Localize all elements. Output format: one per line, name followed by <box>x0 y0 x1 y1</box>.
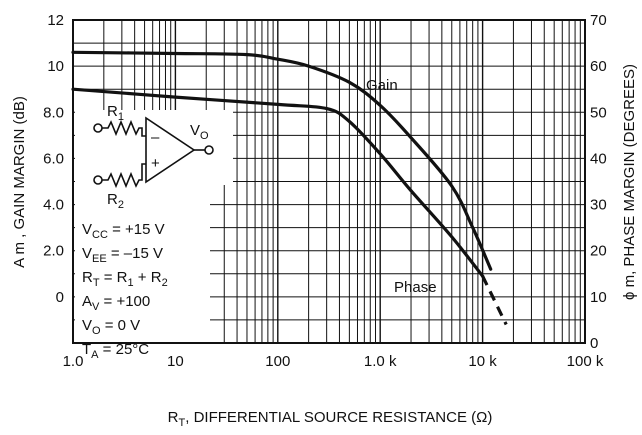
y-right-tick-label: 60 <box>590 58 607 75</box>
op-amp-circuit: R1 R2 VO – + <box>93 103 214 211</box>
gain-label: Gain <box>366 77 398 94</box>
minus-input-label: – <box>151 129 160 146</box>
circuit-inset-background <box>75 110 233 185</box>
x-tick-label: 10 <box>167 353 184 370</box>
x-tick-label: 10 k <box>468 353 497 370</box>
condition-av: AV = +100 <box>82 293 150 313</box>
y-right-tick-label: 30 <box>590 197 607 214</box>
y-axis-right-title: ϕ m, PHASE MARGIN (DEGREES) <box>621 64 638 300</box>
y-right-tick-label: 10 <box>590 289 607 306</box>
condition-ta: TA = 25°C <box>82 341 149 361</box>
condition-vo: VO = 0 V <box>82 317 140 337</box>
phase-label: Phase <box>394 279 437 296</box>
test-conditions: VCC = +15 V VEE = –15 V RT = R1 + R2 AV … <box>82 221 168 361</box>
y-left-tick-label: 12 <box>47 12 64 29</box>
x-tick-label: 100 <box>265 353 290 370</box>
ticks: 1.0 10 100 1.0 k 10 k 100 k12108.06.04.02.007… <box>43 12 607 370</box>
y-right-tick-label: 40 <box>590 150 607 167</box>
phase-curve <box>71 87 485 278</box>
y-right-tick-label: 50 <box>590 104 607 121</box>
y-left-tick-label: 8.0 <box>43 104 64 121</box>
op-amp-triangle <box>145 116 196 184</box>
y-right-tick-label: 0 <box>590 335 598 352</box>
phase-curve-extension <box>481 275 508 326</box>
plus-input-label: + <box>151 155 160 172</box>
y-left-tick-label: 4.0 <box>43 197 64 214</box>
curves <box>71 50 508 326</box>
x-tick-label: 1.0 <box>63 353 84 370</box>
y-right-tick-label: 20 <box>590 243 607 260</box>
conditions-inset-background <box>75 185 210 342</box>
r2-label: R2 <box>107 191 124 211</box>
output-terminal <box>204 145 214 155</box>
y-left-tick-label: 6.0 <box>43 150 64 167</box>
vo-label: VO <box>190 122 209 142</box>
y-left-tick-label: 2.0 <box>43 243 64 260</box>
plot-frame <box>72 19 586 344</box>
gain-curve <box>71 50 493 271</box>
x-tick-label: 1.0 k <box>364 353 397 370</box>
r1-label: R1 <box>107 103 124 123</box>
grid <box>72 19 585 344</box>
condition-vee: VEE = –15 V <box>82 245 163 265</box>
condition-rt: RT = R1 + R2 <box>82 269 168 289</box>
resistor-r1 <box>102 119 146 137</box>
condition-vcc: VCC = +15 V <box>82 221 165 241</box>
resistor-r2 <box>102 163 146 189</box>
y-right-tick-label: 70 <box>590 12 607 29</box>
x-axis-title: RT, DIFFERENTIAL SOURCE RESISTANCE (Ω) <box>168 409 493 429</box>
x-tick-label: 100 k <box>567 353 604 370</box>
y-axis-left-title: A m , GAIN MARGIN (dB) <box>11 96 28 268</box>
y-left-tick-label: 0 <box>56 289 64 306</box>
y-left-tick-label: 10 <box>47 58 64 75</box>
